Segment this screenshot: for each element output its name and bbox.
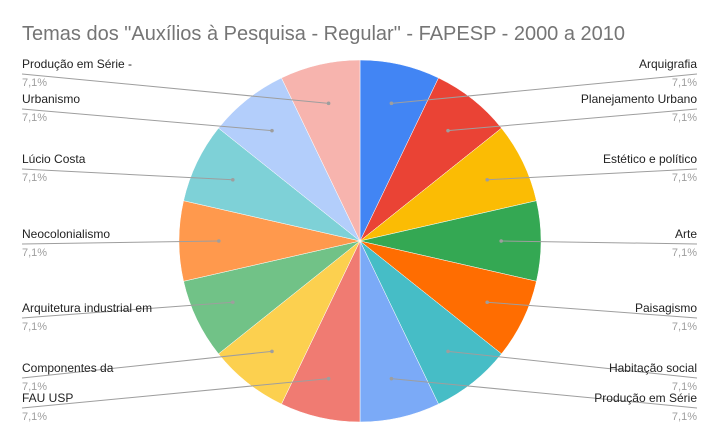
- slice-labels: Arquigrafia 7,1% Planejamento Urbano 7,1% Es…: [22, 57, 697, 423]
- leader-line: [21, 378, 329, 409]
- pie-slices: [178, 59, 542, 423]
- slice-percent-label: 7,1%: [22, 112, 47, 124]
- slice-percent-label: 7,1%: [22, 411, 47, 423]
- slice-label: FAU USP: [22, 391, 73, 405]
- leader-dot: [270, 128, 274, 133]
- leader-line: [487, 168, 698, 181]
- slice-label: Componentes da: [22, 361, 114, 375]
- chart-title: Temas dos "Auxílios à Pesquisa - Regular…: [22, 23, 625, 45]
- slice-label: Urbanismo: [22, 92, 80, 106]
- slice-label: Arte: [675, 227, 697, 241]
- leader-line: [391, 378, 698, 409]
- pie-slice: [281, 59, 361, 242]
- slice-label: Estético e político: [603, 152, 697, 166]
- leader-lines: [21, 73, 698, 409]
- slice-percent-label: 7,1%: [22, 381, 47, 393]
- slice-label: Planejamento Urbano: [581, 92, 697, 106]
- leader-line: [447, 108, 698, 132]
- slice-label: Paisagismo: [635, 301, 697, 315]
- slice-label: Lúcio Costa: [22, 152, 86, 166]
- slice-percent-label: 7,1%: [22, 321, 47, 333]
- slice-label: Produção em Série: [594, 391, 697, 405]
- slice-percent-label: 7,1%: [672, 381, 697, 393]
- leader-line: [501, 240, 698, 245]
- slice-percent-label: 7,1%: [22, 247, 47, 259]
- slice-label: Produção em Série -: [22, 57, 132, 71]
- leader-line: [447, 350, 698, 379]
- slice-label: Arquitetura industrial em: [22, 301, 152, 315]
- slice-label: Arquigrafia: [639, 57, 697, 71]
- slice-percent-label: 7,1%: [672, 77, 697, 89]
- slice-percent-label: 7,1%: [672, 112, 697, 124]
- slice-percent-label: 7,1%: [22, 172, 47, 184]
- slice-percent-label: 7,1%: [672, 321, 697, 333]
- leader-line: [21, 350, 273, 379]
- slice-percent-label: 7,1%: [22, 77, 47, 89]
- leader-dot: [270, 349, 274, 354]
- leader-line: [487, 301, 698, 319]
- leader-line: [21, 108, 273, 132]
- slice-percent-label: 7,1%: [672, 411, 697, 423]
- leader-dot: [326, 376, 331, 381]
- slice-percent-label: 7,1%: [672, 172, 697, 184]
- leader-line: [21, 73, 329, 104]
- leader-line: [391, 73, 698, 104]
- slice-label: Neocolonialismo: [22, 227, 110, 241]
- leader-line: [21, 168, 233, 181]
- leader-line: [21, 240, 219, 245]
- leader-line: [21, 301, 233, 319]
- slice-percent-label: 7,1%: [672, 247, 697, 259]
- leader-dot: [326, 101, 331, 106]
- slice-label: Habitação social: [609, 361, 697, 375]
